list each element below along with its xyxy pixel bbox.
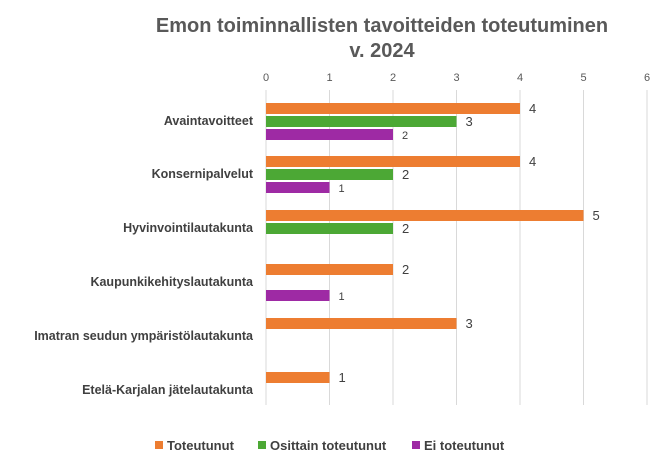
data-label-osittain-toteutunut-hyvinvointilautakunta: 2: [402, 221, 409, 236]
bar-ei-toteutunut-kaupunkikehityslautakunta: [266, 290, 330, 301]
legend-label-osittain-toteutunut: Osittain toteutunut: [270, 438, 387, 453]
bar-osittain-toteutunut-hyvinvointilautakunta: [266, 223, 393, 234]
bar-toteutunut-imatran-seudun-ymparistolautakunta: [266, 318, 457, 329]
category-label-hyvinvointilautakunta: Hyvinvointilautakunta: [123, 221, 254, 235]
legend-swatch-ei-toteutunut: [412, 441, 420, 449]
bar-toteutunut-konsernipalvelut: [266, 156, 520, 167]
bar-osittain-toteutunut-konsernipalvelut: [266, 169, 393, 180]
bar-osittain-toteutunut-avaintavoitteet: [266, 116, 457, 127]
category-label-etela-karjalan-jatelautakunta: Etelä-Karjalan jätelautakunta: [82, 383, 254, 397]
data-label-toteutunut-hyvinvointilautakunta: 5: [593, 208, 600, 223]
bar-toteutunut-kaupunkikehityslautakunta: [266, 264, 393, 275]
legend-item-ei-toteutunut: Ei toteutunut: [412, 438, 505, 453]
data-label-toteutunut-konsernipalvelut: 4: [529, 154, 536, 169]
x-tick-label: 3: [453, 72, 459, 84]
legend: Toteutunut Osittain toteutunut Ei toteutun…: [155, 438, 505, 453]
x-tick-label: 0: [263, 72, 269, 84]
data-label-toteutunut-imatran-seudun-ymparistolautakunta: 3: [466, 316, 473, 331]
category-labels: Avaintavoitteet Konsernipalvelut Hyvinvoin…: [34, 114, 254, 397]
gridlines: [265, 90, 648, 405]
bars: [266, 103, 584, 383]
category-label-kaupunkikehityslautakunta: Kaupunkikehityslautakunta: [90, 275, 254, 289]
chart-title-line-1: Emon toiminnallisten tavoitteiden toteut…: [156, 15, 608, 37]
bar-toteutunut-avaintavoitteet: [266, 103, 520, 114]
bar-ei-toteutunut-avaintavoitteet: [266, 129, 393, 140]
category-label-konsernipalvelut: Konsernipalvelut: [152, 167, 254, 181]
legend-label-ei-toteutunut: Ei toteutunut: [424, 438, 505, 453]
chart-title-line-2: v. 2024: [349, 40, 415, 62]
bar-toteutunut-etela-karjalan-jatelautakunta: [266, 372, 330, 383]
data-label-osittain-toteutunut-avaintavoitteet: 3: [466, 114, 473, 129]
data-labels: 4 3 2 4 2 1 5 2 2 1 3 1: [339, 101, 600, 385]
legend-label-toteutunut: Toteutunut: [167, 438, 235, 453]
data-label-ei-toteutunut-avaintavoitteet: 2: [402, 130, 408, 142]
data-label-ei-toteutunut-kaupunkikehityslautakunta: 1: [339, 291, 345, 303]
x-tick-label: 5: [580, 72, 586, 84]
legend-swatch-osittain-toteutunut: [258, 441, 266, 449]
category-label-avaintavoitteet: Avaintavoitteet: [164, 114, 254, 128]
legend-item-toteutunut: Toteutunut: [155, 438, 235, 453]
data-label-toteutunut-avaintavoitteet: 4: [529, 101, 536, 116]
data-label-toteutunut-kaupunkikehityslautakunta: 2: [402, 262, 409, 277]
legend-swatch-toteutunut: [155, 441, 163, 449]
x-tick-label: 1: [326, 72, 332, 84]
data-label-ei-toteutunut-konsernipalvelut: 1: [339, 183, 345, 195]
x-tick-label: 4: [517, 72, 523, 84]
data-label-osittain-toteutunut-konsernipalvelut: 2: [402, 167, 409, 182]
bar-toteutunut-hyvinvointilautakunta: [266, 210, 584, 221]
x-tick-label: 6: [644, 72, 650, 84]
bar-ei-toteutunut-konsernipalvelut: [266, 182, 330, 193]
x-axis-ticks: 0 1 2 3 4 5 6: [263, 72, 650, 84]
legend-item-osittain-toteutunut: Osittain toteutunut: [258, 438, 387, 453]
x-tick-label: 2: [390, 72, 396, 84]
data-label-toteutunut-etela-karjalan-jatelautakunta: 1: [339, 370, 346, 385]
category-label-imatran-seudun-ymparistolautakunta: Imatran seudun ympäristölautakunta: [34, 329, 254, 343]
